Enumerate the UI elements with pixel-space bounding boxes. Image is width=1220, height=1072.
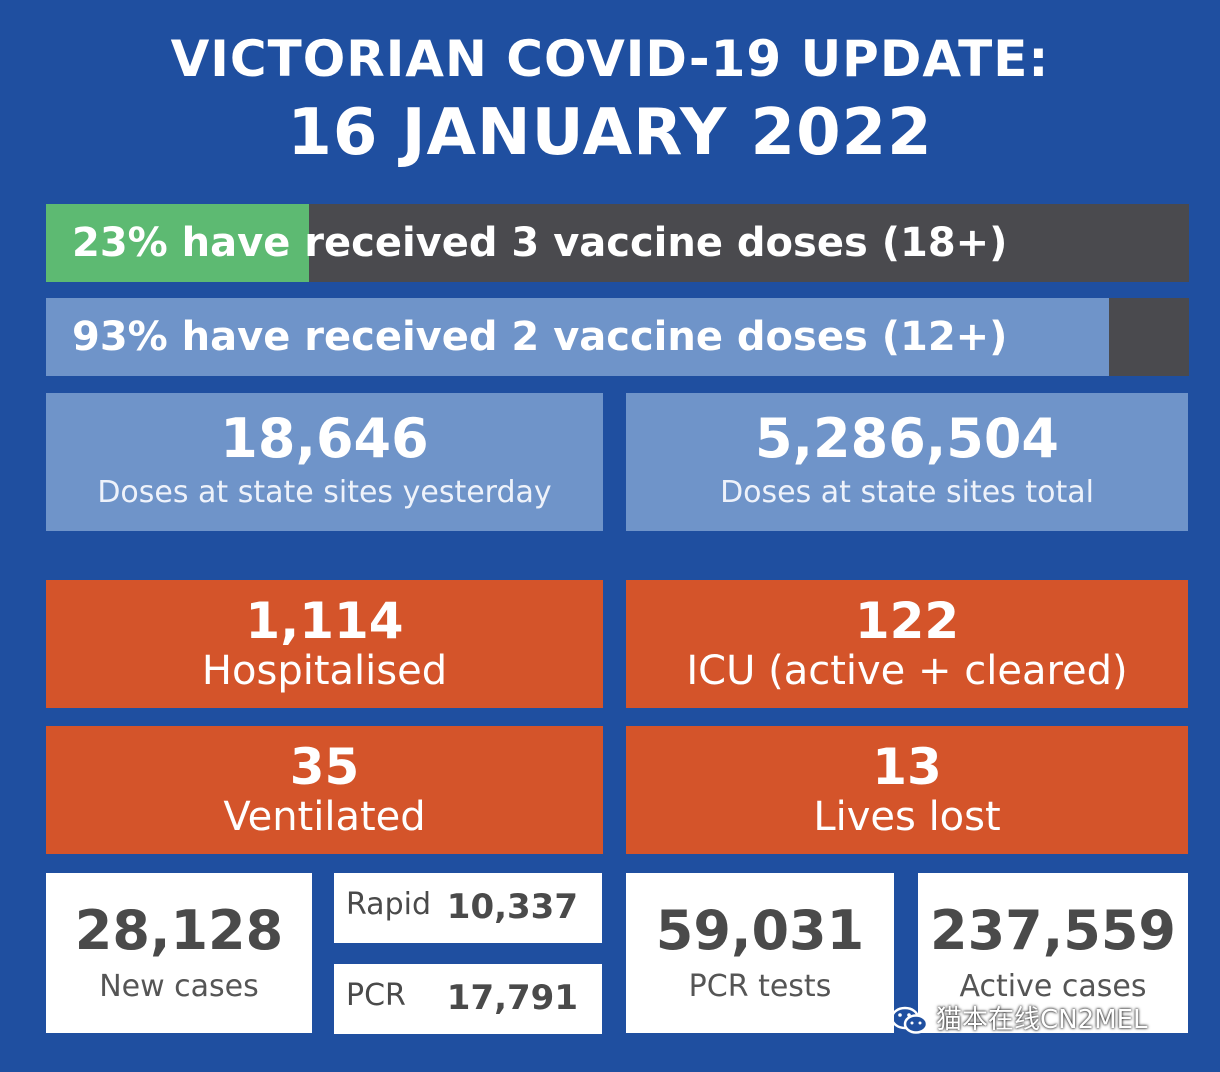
second-dose-progress-label: 93% have received 2 vaccine doses (12+) bbox=[72, 314, 1008, 360]
ventilated-label: Ventilated bbox=[223, 794, 426, 840]
lives-lost-label: Lives lost bbox=[813, 794, 1001, 840]
active-cases-card: 237,559 Active cases bbox=[918, 873, 1188, 1033]
booster-progress-fill bbox=[46, 204, 309, 282]
pcr-tests-label: PCR tests bbox=[688, 969, 832, 1004]
page-title: VICTORIAN COVID-19 UPDATE: bbox=[170, 30, 1050, 88]
icu-card: 122 ICU (active + cleared) bbox=[626, 580, 1188, 708]
doses-yesterday-label: Doses at state sites yesterday bbox=[97, 475, 552, 510]
rapid-value: 10,337 bbox=[446, 887, 578, 927]
page-date: 16 JANUARY 2022 bbox=[287, 96, 933, 170]
doses-total-value: 5,286,504 bbox=[754, 407, 1060, 470]
ventilated-card: 35 Ventilated bbox=[46, 726, 603, 854]
doses-total-label: Doses at state sites total bbox=[720, 475, 1094, 510]
pcr-tests-value: 59,031 bbox=[655, 899, 865, 962]
second-dose-progress-bar: 93% have received 2 vaccine doses (12+) bbox=[46, 298, 1189, 376]
booster-progress-bar: 23% have received 3 vaccine doses (18+) bbox=[46, 204, 1189, 282]
hospitalised-card: 1,114 Hospitalised bbox=[46, 580, 603, 708]
pcr-label: PCR bbox=[346, 978, 406, 1013]
hospitalised-label: Hospitalised bbox=[201, 648, 448, 694]
rapid-label: Rapid bbox=[346, 887, 431, 922]
doses-yesterday-card: 18,646 Doses at state sites yesterday bbox=[46, 393, 603, 531]
pcr-cases-card: PCR 17,791 bbox=[334, 964, 602, 1034]
lives-lost-value: 13 bbox=[872, 738, 942, 796]
doses-total-card: 5,286,504 Doses at state sites total bbox=[626, 393, 1188, 531]
second-dose-progress-fill bbox=[46, 298, 1109, 376]
pcr-tests-card: 59,031 PCR tests bbox=[626, 873, 894, 1033]
new-cases-value: 28,128 bbox=[74, 899, 284, 962]
watermark: 猫本在线CN2MEL bbox=[890, 1000, 1148, 1040]
ventilated-value: 35 bbox=[289, 738, 360, 796]
active-cases-label: Active cases bbox=[959, 969, 1147, 1004]
doses-yesterday-value: 18,646 bbox=[220, 407, 429, 470]
new-cases-label: New cases bbox=[99, 969, 259, 1004]
icu-label: ICU (active + cleared) bbox=[686, 648, 1128, 694]
new-cases-card: 28,128 New cases bbox=[46, 873, 312, 1033]
icu-value: 122 bbox=[854, 592, 960, 650]
lives-lost-card: 13 Lives lost bbox=[626, 726, 1188, 854]
hospitalised-value: 1,114 bbox=[245, 592, 404, 650]
pcr-value: 17,791 bbox=[446, 978, 578, 1018]
watermark-text: 猫本在线CN2MEL bbox=[936, 1005, 1148, 1035]
booster-progress-label: 23% have received 3 vaccine doses (18+) bbox=[72, 220, 1008, 266]
wechat-icon bbox=[890, 1005, 930, 1037]
active-cases-value: 237,559 bbox=[930, 899, 1176, 962]
rapid-cases-card: Rapid 10,337 bbox=[334, 873, 602, 943]
